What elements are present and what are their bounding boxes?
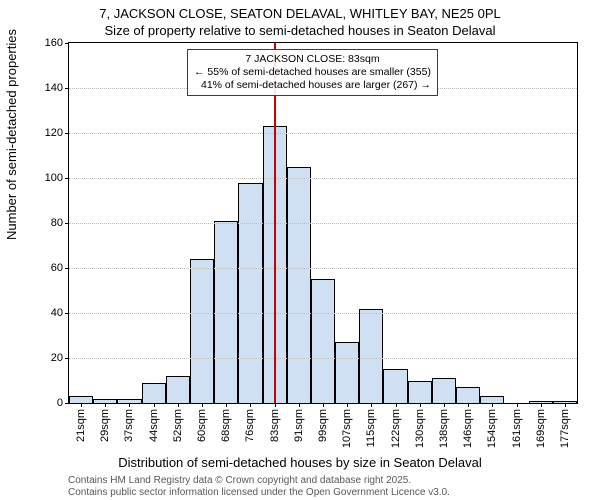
x-tick-mark [154,403,155,407]
histogram-bar [142,383,166,403]
y-tick-label: 40 [51,307,63,319]
histogram-bar [408,381,432,404]
x-tick-mark [81,403,82,407]
x-tick-mark [468,403,469,407]
x-tick-label: 60sqm [196,409,208,442]
y-tick-label: 20 [51,352,63,364]
chart-title-line2: Size of property relative to semi-detach… [0,23,600,38]
x-tick-mark [492,403,493,407]
annotation-line: ← 55% of semi-detached houses are smalle… [194,66,431,79]
histogram-bar [311,279,335,403]
x-tick-mark [105,403,106,407]
x-tick-mark [323,403,324,407]
x-tick-label: 91sqm [293,409,305,442]
y-tick-mark [65,223,69,224]
gridline [69,178,577,179]
x-tick-mark [444,403,445,407]
x-tick-mark [178,403,179,407]
x-tick-mark [396,403,397,407]
x-tick-label: 68sqm [220,409,232,442]
x-tick-mark [250,403,251,407]
y-tick-mark [65,268,69,269]
x-tick-mark [347,403,348,407]
x-tick-label: 83sqm [269,409,281,442]
gridline [69,313,577,314]
x-tick-label: 169sqm [535,409,547,448]
chart-title-line1: 7, JACKSON CLOSE, SEATON DELAVAL, WHITLE… [0,6,600,21]
y-tick-label: 80 [51,217,63,229]
histogram-bar [166,376,190,403]
y-tick-mark [65,403,69,404]
y-axis-label: Number of semi-detached properties [4,29,19,240]
y-tick-mark [65,88,69,89]
y-tick-mark [65,43,69,44]
x-tick-label: 52sqm [172,409,184,442]
y-tick-mark [65,358,69,359]
y-tick-mark [65,133,69,134]
x-tick-label: 177sqm [559,409,571,448]
annotation-line: 41% of semi-detached houses are larger (… [194,79,431,92]
y-tick-mark [65,178,69,179]
attribution-text: Contains HM Land Registry data © Crown c… [68,475,450,498]
x-tick-mark [226,403,227,407]
histogram-bar [238,183,262,404]
attribution-line1: Contains HM Land Registry data © Crown c… [68,475,450,487]
histogram-bar [190,259,214,403]
x-tick-mark [517,403,518,407]
x-tick-label: 130sqm [414,409,426,448]
x-tick-label: 44sqm [148,409,160,442]
x-tick-mark [299,403,300,407]
x-tick-label: 107sqm [341,409,353,448]
x-tick-mark [275,403,276,407]
x-tick-mark [565,403,566,407]
histogram-bar [383,369,407,403]
x-tick-label: 99sqm [317,409,329,442]
gridline [69,133,577,134]
y-tick-label: 160 [45,37,63,49]
y-tick-label: 100 [45,172,63,184]
y-tick-label: 120 [45,127,63,139]
y-tick-label: 60 [51,262,63,274]
annotation-box: 7 JACKSON CLOSE: 83sqm← 55% of semi-deta… [187,49,438,96]
x-tick-label: 29sqm [99,409,111,442]
histogram-bar [335,342,359,403]
x-tick-mark [420,403,421,407]
histogram-bar [69,396,93,403]
reference-line [274,43,276,403]
x-tick-label: 122sqm [390,409,402,448]
x-tick-label: 146sqm [462,409,474,448]
histogram-bar [456,387,480,403]
x-axis-label: Distribution of semi-detached houses by … [0,455,600,470]
plot-area: 02040608010012014016021sqm29sqm37sqm44sq… [68,42,578,404]
histogram-bar [432,378,456,403]
histogram-bar [359,309,383,404]
attribution-line2: Contains public sector information licen… [68,487,450,499]
gridline [69,223,577,224]
gridline [69,358,577,359]
x-tick-label: 138sqm [438,409,450,448]
x-tick-mark [541,403,542,407]
y-tick-label: 140 [45,82,63,94]
x-tick-label: 76sqm [244,409,256,442]
annotation-line: 7 JACKSON CLOSE: 83sqm [194,53,431,66]
x-tick-mark [202,403,203,407]
x-tick-label: 161sqm [511,409,523,448]
x-tick-label: 21sqm [75,409,87,442]
x-tick-mark [129,403,130,407]
y-tick-mark [65,313,69,314]
histogram-bar [214,221,238,403]
histogram-bar [480,396,504,403]
x-tick-label: 37sqm [123,409,135,442]
y-tick-label: 0 [57,397,63,409]
x-tick-label: 154sqm [486,409,498,448]
x-tick-label: 115sqm [365,409,377,447]
gridline [69,268,577,269]
histogram-bar [287,167,311,403]
x-tick-mark [371,403,372,407]
